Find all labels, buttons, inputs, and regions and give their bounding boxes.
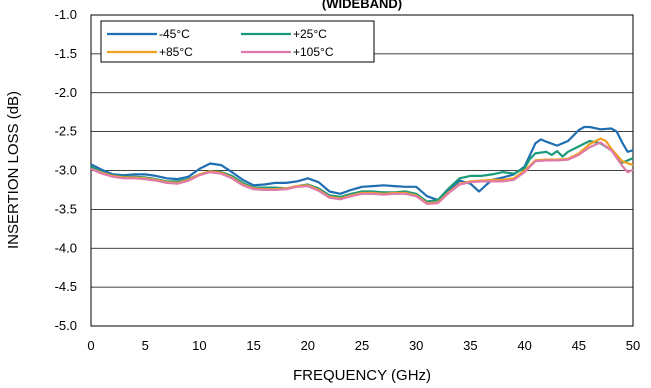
x-axis-label: FREQUENCY (GHz) (293, 367, 431, 384)
y-axis-label: INSERTION LOSS (dB) (5, 91, 22, 249)
y-tick-labels: -1.0 -1.5 -2.0 -2.5 -3.0 -3.5 -4.0 -4.5 -5.0 (55, 7, 77, 333)
y-tick-label: -5.0 (55, 318, 77, 333)
x-tick-label: 40 (517, 338, 531, 353)
y-tick-label: -2.5 (55, 124, 77, 139)
x-tick-label: 30 (409, 338, 423, 353)
x-tick-label: 15 (246, 338, 260, 353)
y-tick-label: -1.5 (55, 46, 77, 61)
legend-label-2: +85°C (159, 45, 193, 59)
x-tick-labels: 0 5 10 15 20 25 30 35 40 45 50 (87, 338, 640, 353)
legend-label-3: +105°C (293, 45, 334, 59)
y-tick-label: -3.0 (55, 163, 77, 178)
x-tick-label: 25 (355, 338, 369, 353)
series-line-3 (90, 141, 634, 205)
y-tick-label: -4.5 (55, 279, 77, 294)
y-tick-label: -1.0 (55, 7, 77, 22)
legend-label-0: -45°C (159, 27, 190, 41)
y-tick-label: -2.0 (55, 85, 77, 100)
chart-title: (WIDEBAND) (322, 0, 402, 11)
x-tick-label: 20 (301, 338, 315, 353)
y-tick-label: -4.0 (55, 240, 77, 255)
x-tick-label: 35 (463, 338, 477, 353)
series-lines (90, 125, 634, 205)
series-line-0 (90, 125, 634, 202)
legend: -45°C +25°C +85°C +105°C (100, 20, 375, 63)
x-tick-label: 5 (142, 338, 149, 353)
x-tick-label: 50 (626, 338, 640, 353)
x-tick-label: 45 (572, 338, 586, 353)
y-tick-label: -3.5 (55, 201, 77, 216)
legend-label-1: +25°C (293, 27, 327, 41)
legend-box (100, 20, 375, 63)
x-tick-label: 10 (192, 338, 206, 353)
x-tick-label: 0 (87, 338, 94, 353)
